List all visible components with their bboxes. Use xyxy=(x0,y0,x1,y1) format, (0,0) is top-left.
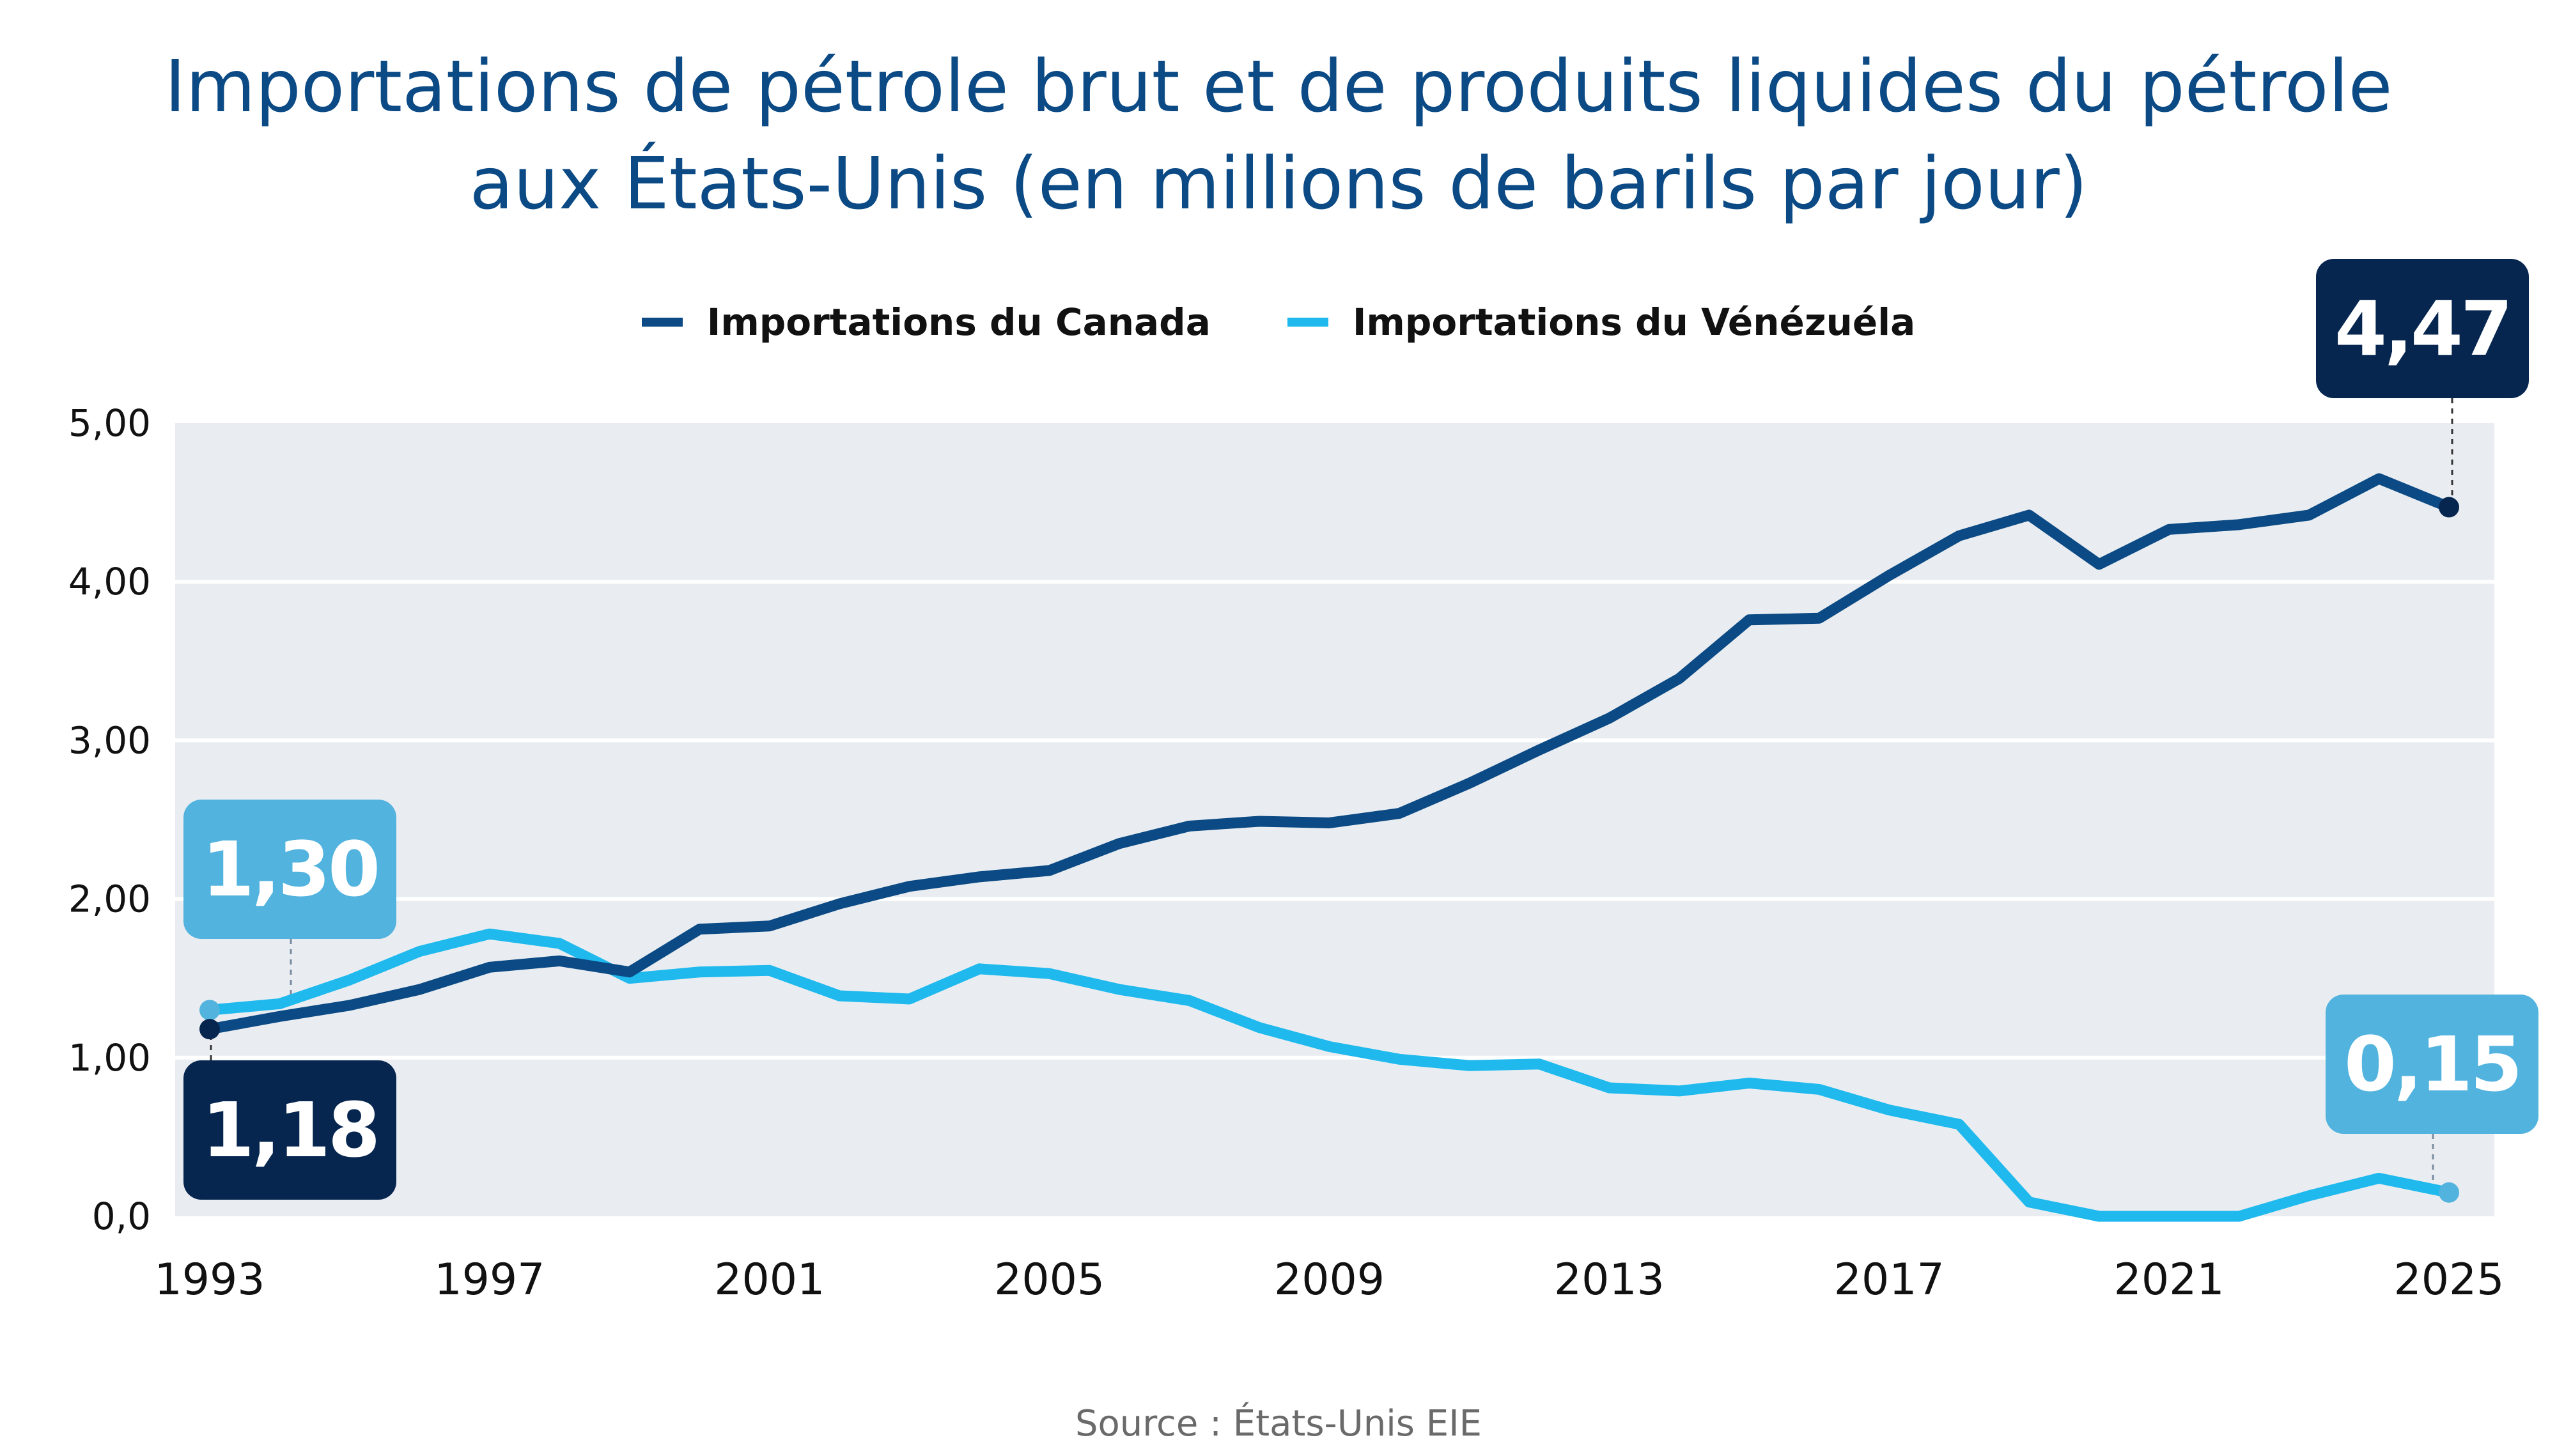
y-tick-label: 4,00 xyxy=(68,560,151,603)
x-tick-label: 2021 xyxy=(2114,1255,2225,1305)
x-tick-label: 2013 xyxy=(1554,1255,1665,1305)
x-tick-label: 1997 xyxy=(434,1255,545,1305)
legend-label-canada: Importations du Canada xyxy=(706,300,1211,344)
x-tick-label: 2025 xyxy=(2393,1255,2504,1305)
callout-venezuela-start: 1,30 xyxy=(183,800,396,939)
x-tick-label: 2001 xyxy=(714,1255,825,1305)
callout-venezuela-end: 0,15 xyxy=(2326,995,2538,1134)
y-tick-label: 3,00 xyxy=(68,718,151,762)
data-point-venezuela xyxy=(199,1000,220,1021)
y-tick-label: 0,0 xyxy=(92,1195,151,1238)
x-tick-label: 2009 xyxy=(1274,1255,1385,1305)
y-tick-label: 5,00 xyxy=(68,401,151,445)
legend-label-venezuela: Importations du Vénézuéla xyxy=(1352,300,1916,344)
title-line-2: aux États-Unis (en millions de barils pa… xyxy=(469,143,2088,226)
series-line-canada xyxy=(208,473,2452,1035)
series-line-venezuela xyxy=(209,928,2450,1222)
source-note: Source : États-Unis EIE xyxy=(1075,1403,1482,1444)
title-line-1: Importations de pétrole brut et de produ… xyxy=(164,45,2393,128)
legend-item-venezuela: Importations du Vénézuéla xyxy=(1287,300,1915,344)
data-point-canada xyxy=(199,1019,220,1040)
callout-canada-start: 1,18 xyxy=(183,1060,396,1200)
data-point-canada xyxy=(2439,497,2459,518)
x-tick-label: 1993 xyxy=(154,1255,265,1305)
data-point-venezuela xyxy=(2439,1182,2459,1203)
x-tick-label: 2005 xyxy=(994,1255,1105,1305)
legend-swatch-venezuela xyxy=(1287,318,1328,327)
x-tick-label: 2017 xyxy=(1834,1255,1945,1305)
callout-canada-end: 4,47 xyxy=(2316,259,2529,398)
y-tick-label: 1,00 xyxy=(68,1036,151,1080)
chart-title: Importations de pétrole brut et de produ… xyxy=(0,38,2557,233)
y-tick-label: 2,00 xyxy=(68,878,151,921)
legend-item-canada: Importations du Canada xyxy=(641,300,1211,344)
legend-swatch-canada xyxy=(641,318,683,327)
legend: Importations du Canada Importations du V… xyxy=(0,300,2557,344)
